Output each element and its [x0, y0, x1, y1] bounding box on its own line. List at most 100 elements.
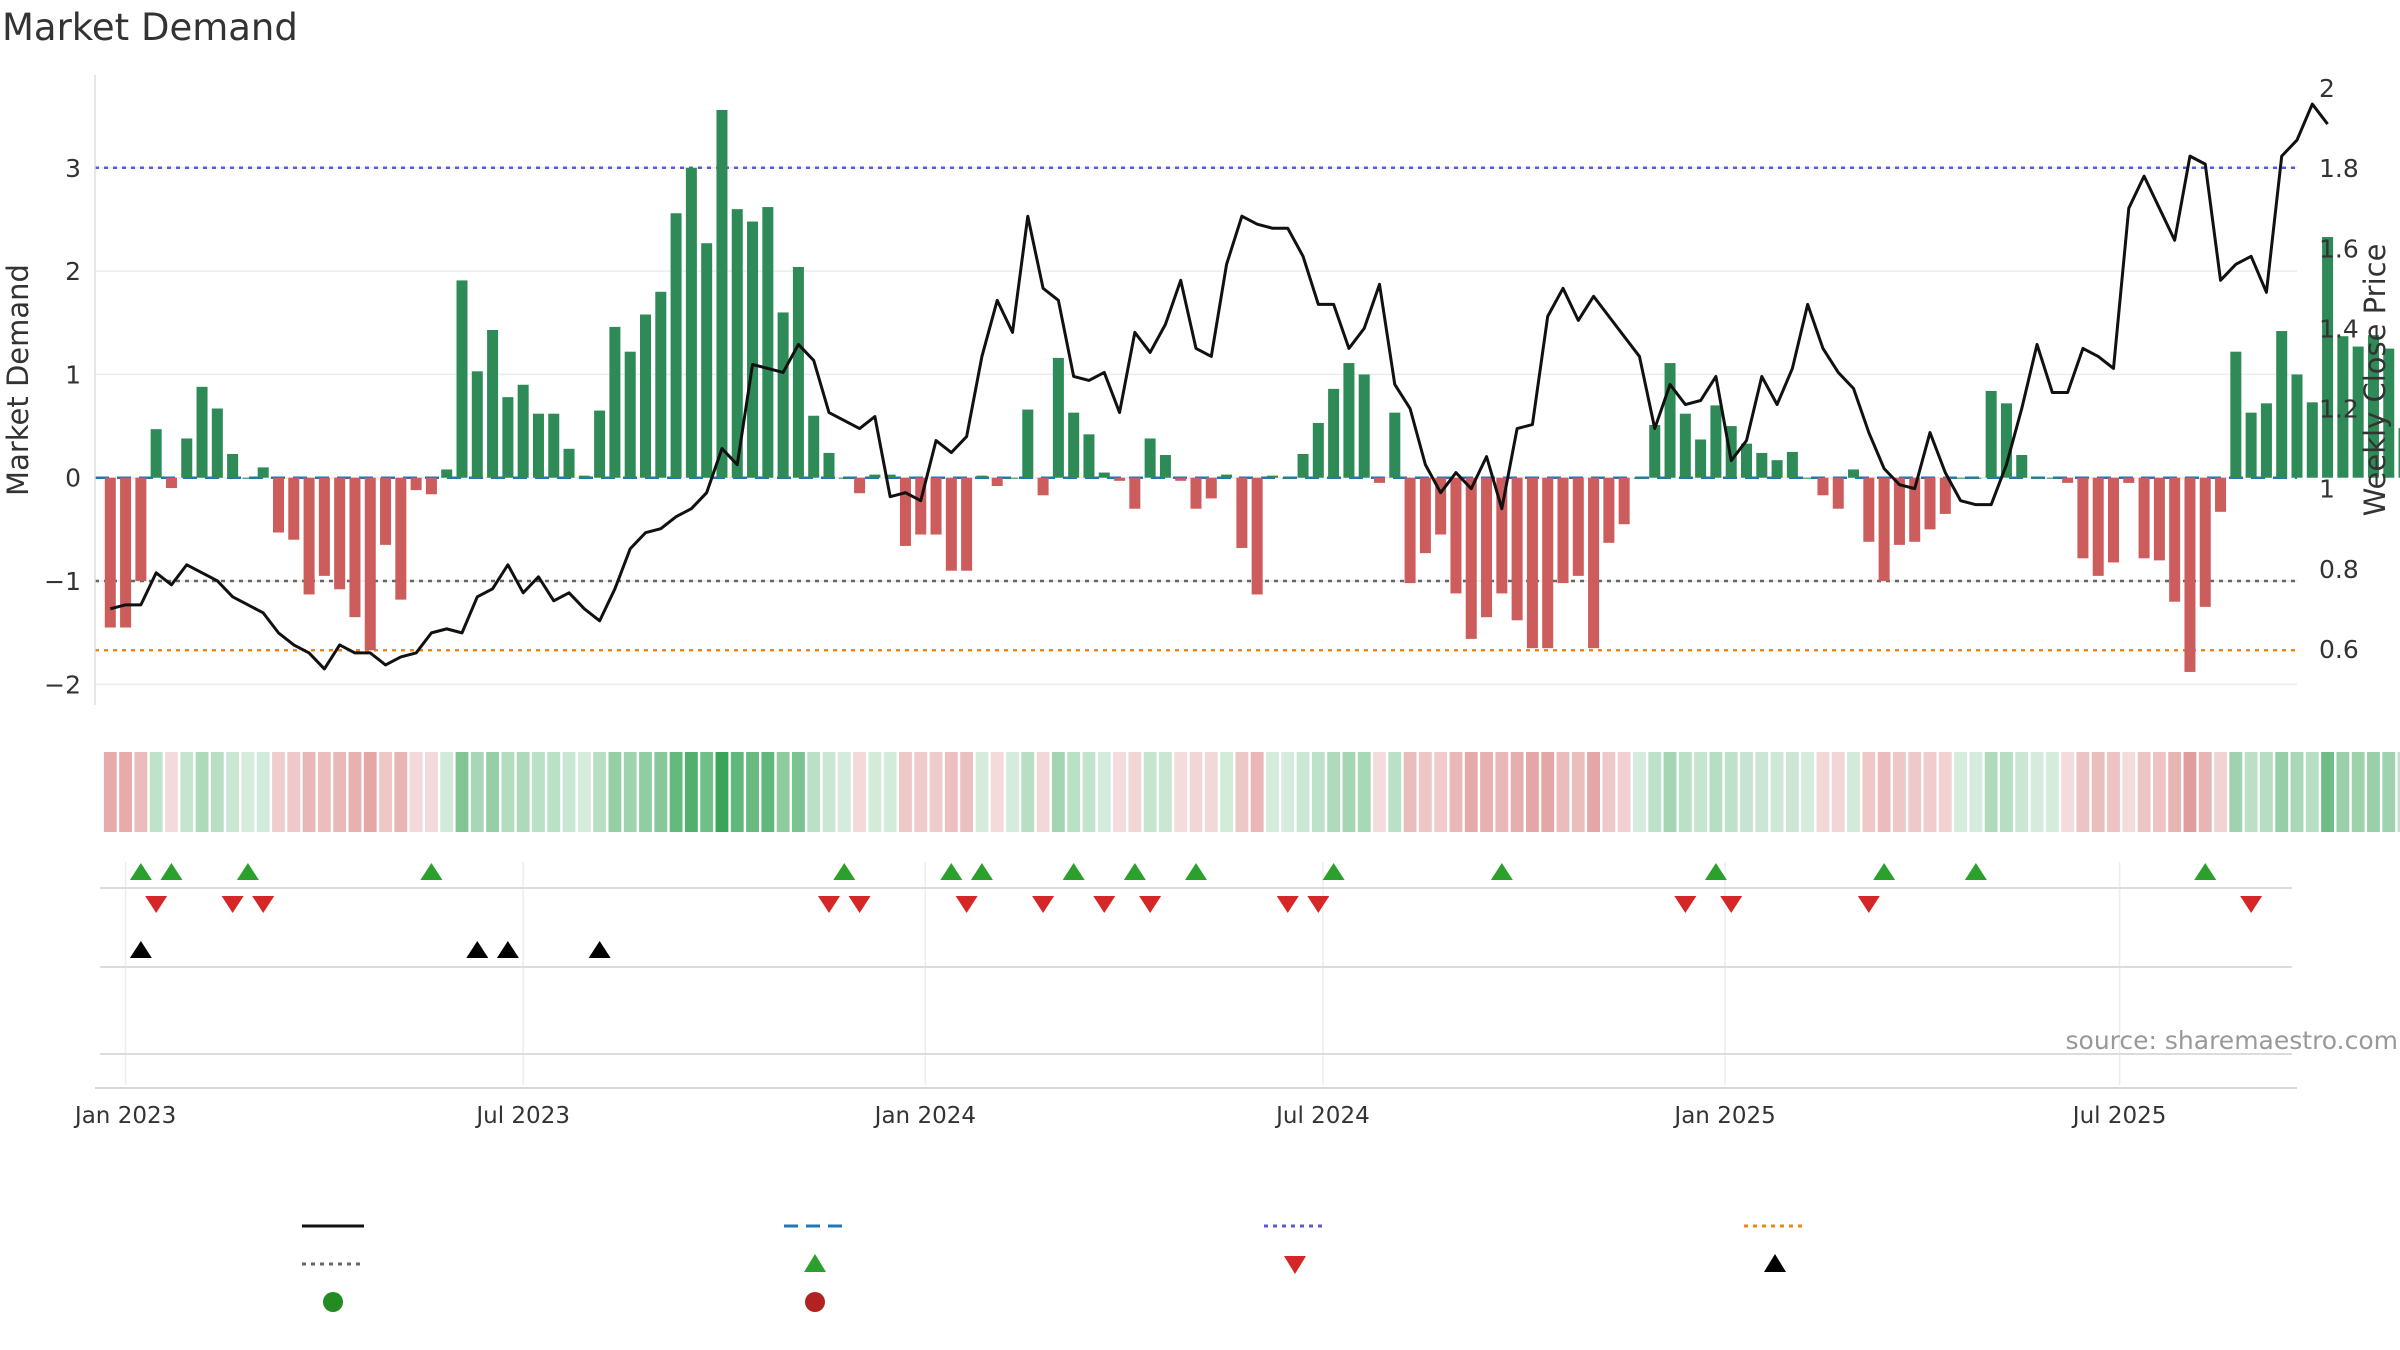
heat-cell — [1327, 752, 1341, 832]
demand-bar — [1526, 477, 1538, 649]
heat-cell — [516, 752, 530, 832]
legend-item-top — [1262, 1208, 1342, 1244]
demand-bar — [823, 452, 835, 478]
heat-cell — [776, 752, 790, 832]
legend-item-positive — [300, 1284, 380, 1320]
flip-down-marker — [1307, 896, 1330, 913]
demand-bar — [1603, 477, 1615, 543]
demand-bar — [2000, 403, 2012, 478]
demand-bar — [1496, 477, 1508, 594]
heat-cell — [2259, 752, 2273, 832]
demand-bar — [165, 477, 177, 489]
left-tick-label: 2 — [65, 257, 81, 286]
demand-bar — [1878, 477, 1890, 582]
demand-bar — [1740, 443, 1753, 478]
heat-cell — [1357, 752, 1371, 832]
heat-cell — [975, 752, 989, 832]
demand-bar — [762, 207, 774, 478]
demand-bar — [150, 429, 162, 478]
heat-cell — [2137, 752, 2151, 832]
heat-cell — [1036, 752, 1050, 832]
heat-cell — [853, 752, 867, 832]
demand-bar — [1389, 412, 1401, 478]
heat-cell — [1694, 752, 1708, 832]
heat-cell — [2076, 752, 2090, 832]
demand-bar — [120, 477, 132, 628]
demand-bar — [2352, 346, 2364, 478]
left-tick-label: −2 — [44, 670, 81, 699]
demand-bar — [456, 280, 468, 478]
demand-bar — [624, 351, 636, 478]
demand-bar — [2230, 351, 2242, 478]
demand-bar — [135, 477, 147, 582]
demand-bar — [410, 477, 422, 491]
heat-cell — [2351, 752, 2365, 832]
demand-bar — [2337, 336, 2349, 478]
heat-cell — [791, 752, 805, 832]
weekly-close-line — [109, 102, 2329, 671]
flip-down-marker — [955, 896, 978, 913]
right-tick-label: 0.8 — [2319, 555, 2359, 584]
heat-cell — [669, 752, 683, 832]
heat-cell — [1908, 752, 1922, 832]
demand-bar — [991, 477, 1003, 486]
heat-cell — [1097, 752, 1111, 832]
heat-cell — [1342, 752, 1356, 832]
demand-bar — [1649, 425, 1661, 478]
heat-cell — [547, 752, 561, 832]
heat-cell — [929, 752, 943, 832]
heat-cell — [195, 752, 209, 832]
heat-cell — [1525, 752, 1539, 832]
legend-item-bottom — [1742, 1208, 1822, 1244]
heat-cell — [455, 752, 469, 832]
demand-bar — [1098, 472, 1110, 478]
demand-bar — [1068, 412, 1080, 478]
demand-bar — [318, 477, 330, 576]
flip-up-marker — [236, 863, 259, 880]
heat-cell — [1587, 752, 1601, 832]
heat-cell — [1480, 752, 1493, 832]
chart-title: Market Demand — [2, 6, 298, 49]
demand-bar — [1465, 477, 1477, 639]
heat-cell — [1816, 752, 1830, 832]
legend-item-price-cross — [1742, 1246, 1822, 1282]
demand-bar — [1205, 477, 1217, 499]
demand-bar — [1435, 477, 1447, 535]
demand-bar — [731, 209, 743, 478]
solid-line-icon — [302, 1224, 364, 1228]
demand-bar — [701, 243, 713, 478]
heat-cell — [2244, 752, 2258, 832]
demand-bar — [930, 477, 942, 535]
heat-cell — [1250, 752, 1264, 832]
demand-bar — [1572, 477, 1584, 576]
demand-bar — [1511, 477, 1523, 621]
x-tick-label: Jul 2025 — [2071, 1103, 2167, 1129]
heat-cell — [1281, 752, 1295, 832]
demand-bar — [1328, 388, 1340, 478]
heat-cell — [746, 752, 759, 832]
demand-bar — [1006, 477, 1019, 479]
heat-cell — [1847, 752, 1860, 832]
heat-cell — [333, 752, 347, 832]
heat-cell — [1113, 752, 1126, 832]
right-tick-label: 0.6 — [2319, 635, 2359, 664]
grid-layer — [95, 167, 2297, 1085]
heat-cell — [256, 752, 270, 832]
demand-bar — [1312, 422, 1324, 478]
heat-cell — [837, 752, 851, 832]
demand-bar — [2123, 477, 2135, 483]
flip-down-marker — [1857, 896, 1880, 913]
legend-item-flip-down — [1262, 1246, 1342, 1282]
demand-bar — [196, 386, 208, 478]
demand-bar — [1924, 477, 1936, 530]
demand-bar — [1786, 451, 1798, 478]
demand-bar — [1817, 477, 1829, 496]
demand-bar — [854, 477, 866, 494]
x-tick-label: Jul 2023 — [474, 1103, 570, 1129]
circle-icon — [805, 1292, 825, 1312]
demand-bar — [578, 475, 590, 478]
heat-cell — [134, 752, 148, 832]
price-cross-marker — [588, 941, 611, 958]
heat-cell — [715, 752, 729, 832]
heat-cell — [1220, 752, 1234, 832]
